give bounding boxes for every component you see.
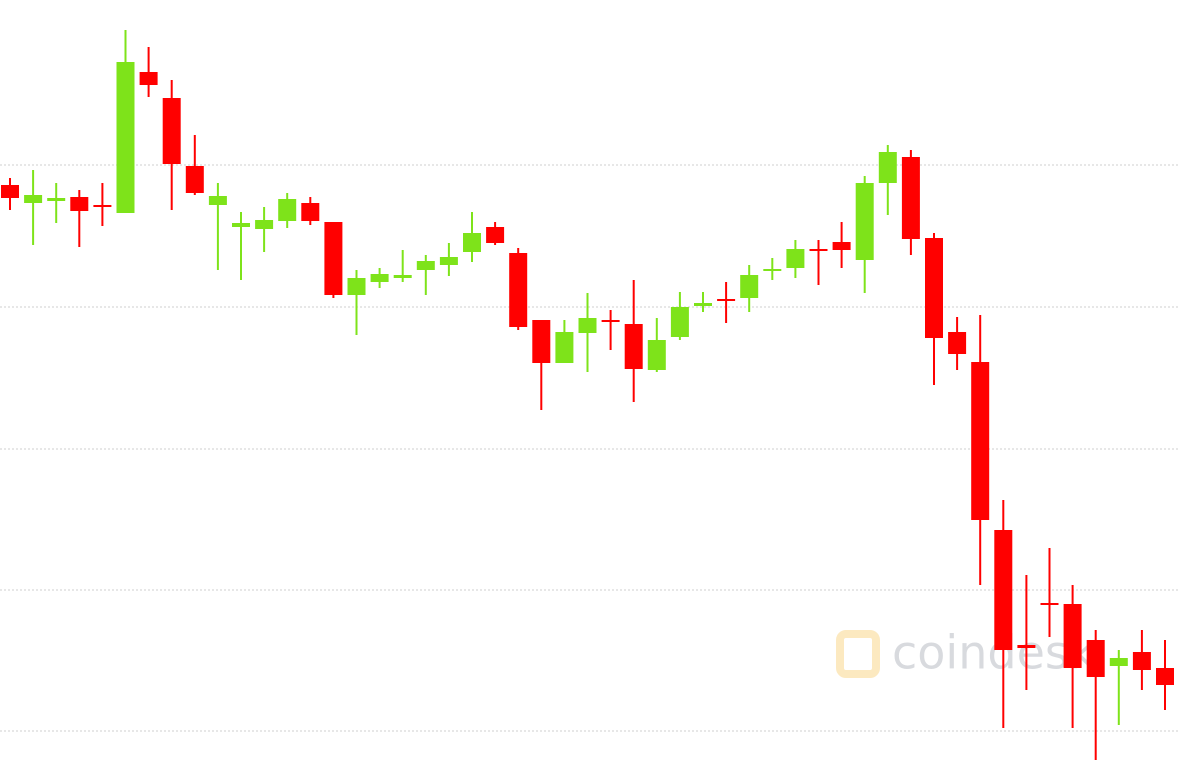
candle-body	[647, 340, 666, 370]
candle-body	[70, 197, 89, 211]
candle-body	[463, 233, 481, 252]
candle-body	[948, 332, 967, 354]
candle-body	[208, 196, 227, 205]
candle-body	[786, 249, 805, 268]
candle-body	[278, 199, 297, 221]
candle-body	[878, 152, 897, 183]
candle-body	[93, 205, 112, 207]
candle-body	[1063, 604, 1082, 668]
candle-body	[809, 249, 828, 251]
candle-body	[1156, 668, 1174, 685]
candle-body	[393, 275, 412, 278]
candle-body	[763, 269, 782, 271]
candle-body	[1017, 645, 1036, 648]
candle-body	[116, 62, 135, 213]
candle-body	[324, 222, 343, 295]
candle-body	[232, 223, 250, 227]
candle-body	[740, 275, 759, 298]
candle-body	[24, 195, 43, 203]
watermark-logo	[836, 630, 880, 678]
candle-body	[47, 198, 66, 201]
candle-body	[832, 242, 851, 250]
candle-body	[601, 320, 620, 322]
candle-body	[994, 530, 1013, 650]
candle-body	[509, 253, 528, 327]
candle-body	[925, 238, 943, 338]
candle-body	[185, 166, 204, 193]
candle-body	[855, 183, 874, 260]
candle-body	[162, 98, 181, 164]
candle-body	[1109, 658, 1128, 666]
candle-body	[1086, 640, 1105, 677]
candle-body	[1040, 603, 1059, 605]
candle-body	[717, 299, 736, 301]
candle-body	[439, 257, 458, 265]
candle-body	[694, 303, 712, 306]
candle-body	[624, 324, 643, 369]
candle-body	[486, 227, 505, 243]
candle-body	[370, 274, 389, 282]
candle-body	[347, 278, 366, 295]
candle-body	[416, 261, 435, 270]
candle-body	[301, 203, 320, 221]
candle-body	[1132, 652, 1151, 670]
candle-body	[139, 72, 158, 85]
candle-body	[555, 332, 574, 363]
watermark: coindesk	[892, 626, 1096, 680]
candle-body	[971, 362, 990, 520]
candle-body	[1, 185, 19, 198]
candle-body	[670, 307, 689, 337]
candle-body	[578, 318, 597, 333]
candle-body	[532, 320, 551, 363]
candle-body	[255, 220, 274, 229]
candle-body	[901, 157, 920, 239]
